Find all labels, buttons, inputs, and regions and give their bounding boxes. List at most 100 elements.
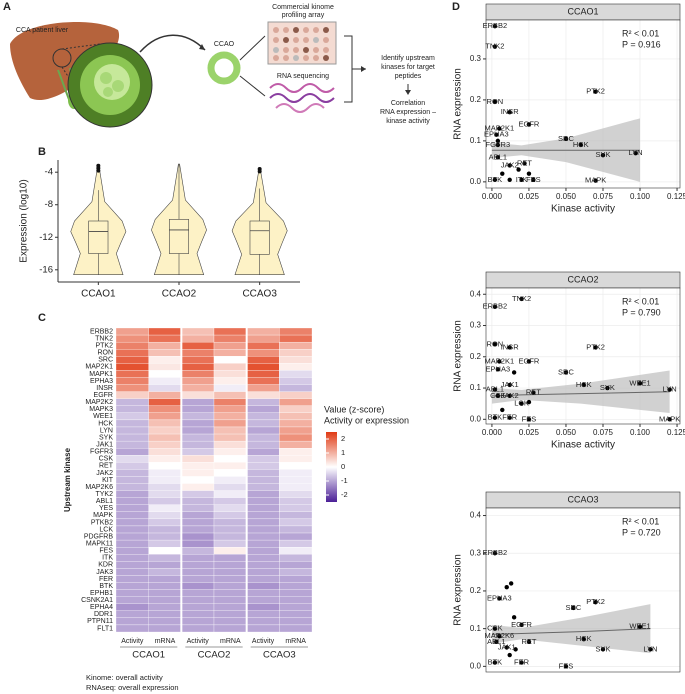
point-label: FER — [514, 658, 530, 667]
y-axis-label: RNA expression — [453, 68, 464, 140]
point — [495, 142, 501, 148]
point — [507, 177, 512, 183]
cell — [181, 504, 215, 512]
box — [169, 219, 189, 254]
cell — [213, 568, 247, 576]
cell — [213, 518, 247, 527]
y-tick-label: 0.4 — [470, 289, 482, 298]
diagram-label: CCAO — [214, 41, 235, 48]
y-tick-label: 0.2 — [470, 95, 482, 104]
cell — [181, 617, 215, 626]
row-label: FLT1 — [97, 625, 113, 632]
cell — [115, 624, 149, 633]
cell — [148, 469, 182, 477]
cell — [181, 455, 215, 463]
cell — [246, 568, 280, 576]
cell — [246, 391, 280, 399]
legend-tick-label: 2 — [341, 434, 345, 443]
cell — [115, 398, 149, 406]
cell — [148, 539, 182, 548]
strip-title: CCAO2 — [567, 274, 598, 284]
cell — [115, 490, 149, 498]
cell — [279, 568, 313, 576]
point — [513, 647, 518, 652]
cell — [148, 426, 182, 435]
cell — [115, 433, 149, 442]
cell — [115, 568, 149, 576]
point — [581, 382, 586, 388]
x-tick-label: 0.000 — [482, 428, 503, 437]
cell — [181, 356, 215, 364]
outlier — [96, 168, 101, 173]
cell — [115, 455, 149, 463]
cell — [148, 582, 182, 590]
cell — [279, 455, 313, 463]
diagram-label: profiling array — [282, 12, 325, 19]
cell — [115, 575, 149, 583]
cell — [148, 327, 182, 336]
cell — [279, 504, 313, 512]
arrowhead — [405, 90, 411, 95]
cell — [115, 334, 149, 343]
cell — [279, 419, 313, 428]
cell — [115, 391, 149, 399]
y-tick-label: -16 — [39, 264, 53, 275]
row-label: JAK1 — [96, 441, 113, 448]
diagram-label: Commercial kinome — [272, 4, 334, 11]
point — [526, 122, 532, 127]
cell — [148, 440, 182, 449]
cell — [181, 532, 215, 541]
point-label: HCK — [576, 380, 592, 389]
cell — [181, 490, 215, 498]
point — [492, 177, 498, 183]
cell — [246, 455, 280, 463]
point — [519, 622, 524, 628]
cell — [279, 476, 313, 484]
cell — [279, 525, 313, 534]
cell — [148, 377, 182, 385]
cell — [246, 398, 280, 406]
row-label: INSR — [96, 385, 113, 392]
cell — [279, 448, 313, 456]
annotation: R² < 0.01 — [622, 516, 659, 526]
point-label: MAPK — [659, 414, 680, 423]
point — [507, 382, 512, 388]
group-label: CCAO3 — [263, 650, 296, 661]
y-tick-label: -12 — [39, 232, 53, 243]
cell — [181, 349, 215, 357]
row-label: MAP2K2 — [85, 399, 113, 406]
x-tick-label: 0.075 — [593, 192, 614, 201]
cell — [148, 554, 182, 562]
point — [494, 639, 499, 645]
cell — [103, 87, 113, 97]
confidence-band — [491, 604, 651, 654]
cell — [181, 334, 215, 343]
cell — [246, 511, 280, 520]
cell — [148, 504, 182, 512]
point — [511, 370, 517, 375]
cell — [115, 440, 149, 449]
cell — [279, 440, 313, 449]
diagram-label: RNA expression – — [380, 109, 436, 116]
cell — [279, 363, 313, 371]
point-label: BTK — [488, 413, 503, 422]
cell — [213, 525, 247, 534]
y-tick-label: 0.1 — [470, 383, 482, 392]
cell — [213, 511, 247, 520]
cell — [213, 539, 247, 548]
point-label: TNK2 — [485, 42, 504, 51]
point — [637, 624, 643, 629]
x-tick-label: 0.100 — [630, 428, 651, 437]
cell — [115, 504, 149, 512]
cell — [148, 405, 182, 413]
point-label: EGFR — [519, 356, 540, 365]
point-label: RET — [517, 158, 532, 167]
cell — [181, 384, 215, 392]
cell — [115, 462, 149, 470]
point — [492, 415, 498, 420]
point — [563, 664, 569, 669]
cell — [148, 511, 182, 520]
cell — [279, 554, 313, 562]
point — [516, 167, 521, 172]
